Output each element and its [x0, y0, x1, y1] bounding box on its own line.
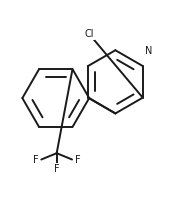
Text: F: F: [33, 154, 39, 165]
Text: F: F: [75, 154, 80, 165]
Text: Cl: Cl: [84, 29, 94, 39]
Text: F: F: [54, 164, 60, 173]
Text: N: N: [145, 46, 153, 56]
